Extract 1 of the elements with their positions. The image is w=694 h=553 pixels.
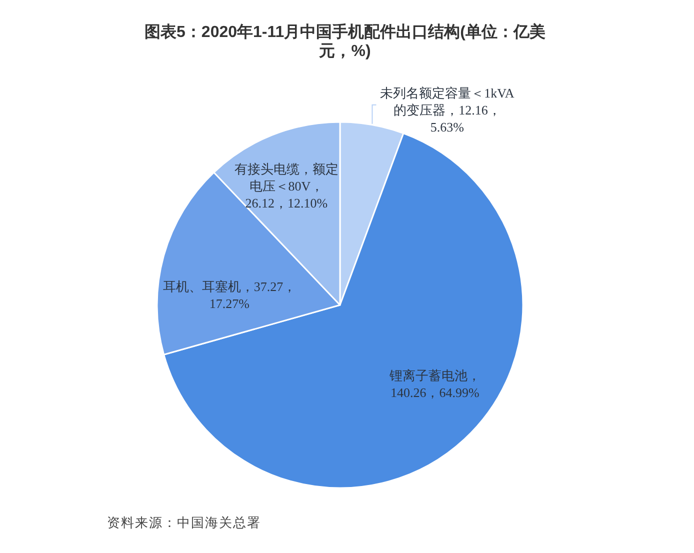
title: 图表5：2020年1-11月中国手机配件出口结构(单位：亿美元，%) <box>144 23 546 61</box>
